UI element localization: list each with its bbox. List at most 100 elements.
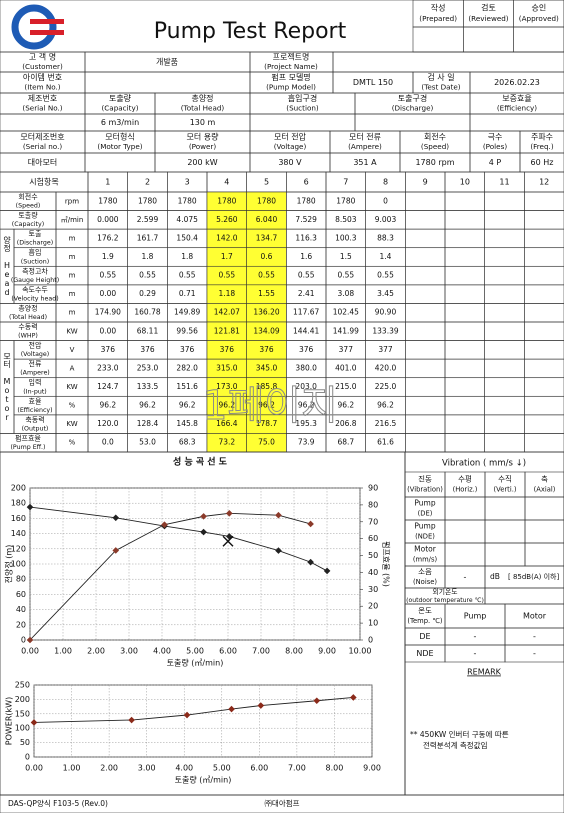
y2-tick-label: 80 <box>368 500 378 509</box>
data-point <box>226 510 233 517</box>
cell-text: 178.7 <box>256 419 278 428</box>
cell-text: 0.55 <box>99 271 116 280</box>
label-text: (DE) <box>418 510 433 518</box>
cell-text: % <box>69 402 76 410</box>
footer-form: DAS-QP양식 F103-5 (Rev.0) <box>8 799 108 808</box>
cell-text: 96.2 <box>377 401 394 410</box>
label-text: (Total Head) <box>181 104 225 113</box>
data-point <box>112 547 120 554</box>
series-line <box>29 506 328 572</box>
label-text: (mm/s) <box>413 556 438 564</box>
label-text: (Axial) <box>534 486 556 494</box>
cell-text: 10 <box>460 178 470 187</box>
y-tick-label: 200 <box>15 695 30 704</box>
label-text: (Voltage) <box>274 142 307 151</box>
watermark: 1페이지 <box>202 383 338 429</box>
cell-text: 3.45 <box>377 289 394 298</box>
cell-text: 1780 <box>217 196 236 205</box>
label-text: 제조번호 <box>28 94 57 103</box>
cell-text: 0 <box>383 196 388 205</box>
y-tick-label: 0 <box>25 753 30 762</box>
y-tick-label: 200 <box>11 484 26 493</box>
label-text: Pump <box>414 522 435 531</box>
label-text: 토출구경 <box>398 93 427 103</box>
label-text: (Serial no.) <box>23 142 63 151</box>
label-text: 펌프 모델명 <box>271 72 310 82</box>
y-tick-label: 150 <box>15 709 30 718</box>
y-tick-label: 180 <box>11 499 26 508</box>
cell-text: 99.56 <box>176 326 198 335</box>
cell-text: 134.09 <box>253 326 279 335</box>
cell-text: DMTL 150 <box>353 78 393 87</box>
cell-text: Motor <box>523 612 547 621</box>
cell-text: 0.55 <box>139 271 156 280</box>
x-tick-label: 7.00 <box>252 647 270 656</box>
x-tick-label: 7.00 <box>288 764 306 773</box>
logo-ring <box>11 4 57 50</box>
cell-text: 206.8 <box>335 419 357 428</box>
label-text: (Power) <box>189 142 217 151</box>
label-text: 총양정 <box>191 93 213 103</box>
label-text: 검 사 일 <box>427 72 454 82</box>
data-point <box>112 514 120 522</box>
label-text: (Vibration) <box>407 486 443 494</box>
data-point <box>30 719 38 726</box>
cell-text: - <box>533 649 536 658</box>
cell-text: 6.040 <box>256 215 278 224</box>
cell-text: 376 <box>180 345 195 354</box>
cell-text: 1780 <box>297 196 316 205</box>
cell-text: Vibration ( mm/s ↓) <box>442 459 526 469</box>
cell-text: 1780 <box>336 196 355 205</box>
cell-text: 대아모터 <box>28 157 57 167</box>
y2-tick-label: 50 <box>368 551 378 560</box>
label-text: (Velocity head) <box>11 295 58 302</box>
y-tick-label: 40 <box>16 605 26 614</box>
label-text: (Freq.) <box>530 142 553 151</box>
label-text: 효율 <box>29 397 42 405</box>
cell-text: 0.55 <box>258 271 275 280</box>
label-text: 회전수 <box>18 192 38 201</box>
cell-text: 130 m <box>190 118 216 127</box>
cell-text: DE <box>419 632 430 641</box>
data-point <box>350 694 357 701</box>
cell-text: 2.599 <box>137 215 159 224</box>
cell-text: 377 <box>378 345 393 354</box>
label-text: (Capacity) <box>12 221 44 228</box>
cell-text: dB <box>490 572 500 581</box>
label-text: (Output) <box>22 425 49 432</box>
logo <box>11 4 64 50</box>
cell-text: 2.41 <box>298 289 315 298</box>
label-text: (Speed) <box>421 142 449 151</box>
label-text: 토출량 <box>109 93 132 103</box>
x-tick-label: 3.00 <box>138 764 156 773</box>
data-point <box>183 711 191 719</box>
cell-text: m <box>69 272 76 280</box>
cell-text: 68.3 <box>179 438 196 447</box>
cell-text: 1.6 <box>300 252 312 261</box>
cell-text: 1.5 <box>340 252 352 261</box>
cell-text: 1.4 <box>380 252 392 261</box>
data-point <box>307 558 314 566</box>
cell-text: 4.075 <box>176 215 198 224</box>
x-tick-label: 2.00 <box>100 764 118 773</box>
label-text: 모터 전압 <box>274 132 307 142</box>
cell-text: 160.78 <box>134 308 160 317</box>
cell-text: 150.4 <box>176 233 198 242</box>
label-text: 전류 <box>29 359 42 368</box>
label-text: (In-put) <box>23 388 47 395</box>
y2-tick-label: 20 <box>368 602 378 611</box>
cell-text: 5 <box>264 178 269 187</box>
cell-text: 144.41 <box>293 326 319 335</box>
y2-tick-label: 70 <box>368 517 378 526</box>
label-text: (Discharge) <box>17 240 53 247</box>
label-text: (Suction) <box>286 104 319 113</box>
x-tick-label: 0.00 <box>25 764 43 773</box>
cell-text: 6 <box>304 178 309 187</box>
cell-text: 시험항목 <box>29 178 58 187</box>
cell-text: 1.7 <box>221 252 233 261</box>
cell-text: 60 Hz <box>531 158 554 167</box>
label-text: 프로젝트명 <box>273 52 310 62</box>
cell-text: 124.7 <box>97 382 119 391</box>
label-text: 토출량 <box>18 211 38 220</box>
data-point <box>275 547 282 554</box>
